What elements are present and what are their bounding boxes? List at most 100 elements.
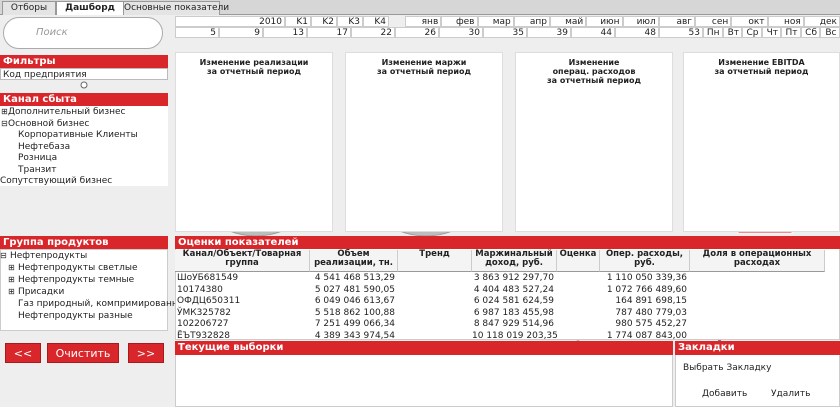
cell-value: 1 774 087 843,00 <box>606 330 687 341</box>
selections-header: Текущие выборки <box>175 341 673 355</box>
column-header[interactable]: Опер. расходы, руб. <box>600 250 690 272</box>
weekday-cell[interactable]: Вт <box>722 27 742 38</box>
filter-field[interactable]: Код предприятия <box>0 68 168 80</box>
week-cell[interactable]: 30 <box>439 27 483 38</box>
bookmark-add[interactable]: Добавить <box>702 389 748 399</box>
row-name[interactable]: 102206727 <box>177 319 229 329</box>
row-name[interactable]: ЎМК325782 <box>177 307 231 318</box>
gauge-title: операц. расходов <box>552 67 636 76</box>
channel-item[interactable]: Сопутствующий бизнес <box>0 176 113 186</box>
tree-toggle[interactable]: ⊞ <box>1 107 8 116</box>
button[interactable]: >> <box>128 343 164 363</box>
column-header[interactable]: Маржинальный доход, руб. <box>472 250 557 272</box>
gauge-title: за отчетный период <box>714 67 809 76</box>
products-header: Группа продуктов <box>0 236 168 249</box>
week-cell[interactable]: 44 <box>571 27 615 38</box>
button[interactable]: << <box>5 343 41 363</box>
row-name[interactable]: ЁЪТ932828 <box>177 330 231 341</box>
cell-value: 4 389 343 974,54 <box>314 330 395 341</box>
tree-toggle[interactable]: ⊞ <box>8 275 15 284</box>
row-name[interactable]: ШоУБ681549 <box>177 273 239 283</box>
product-item[interactable]: Нефтепродукты светлые <box>18 263 138 273</box>
product-item[interactable]: Нефтепродукты темные <box>18 275 135 285</box>
gauge-title: Изменение реализации <box>199 58 309 67</box>
product-item[interactable]: Газ природный, компримированный <box>18 299 191 309</box>
gauge-title: Изменение EBITDA <box>718 58 805 67</box>
tree-toggle[interactable]: ⊞ <box>8 263 15 272</box>
row-name[interactable]: 10174380 <box>177 284 223 295</box>
month-cell[interactable]: ноя <box>767 16 804 27</box>
channel-item[interactable]: Основной бизнес <box>8 118 90 129</box>
month-cell[interactable]: июн <box>586 16 623 27</box>
gauge-title: за отчетный период <box>377 67 471 76</box>
button[interactable]: Очистить <box>47 343 119 363</box>
product-item[interactable]: Нефтепродукты <box>10 251 88 261</box>
cell-value: 10 118 019 203,35 <box>472 330 558 341</box>
cell-value: 7 251 499 066,34 <box>314 319 395 329</box>
week-cell[interactable]: 17 <box>307 27 351 38</box>
tree-toggle[interactable]: ⊞ <box>8 287 15 296</box>
month-cell[interactable]: авг <box>658 16 695 27</box>
weekday-cell[interactable]: Ср <box>742 27 762 38</box>
quarter-cell[interactable]: K1 <box>285 16 311 27</box>
month-cell[interactable]: окт <box>731 16 768 27</box>
column-header[interactable]: Тренд <box>398 250 472 272</box>
weekday-cell[interactable]: Чт <box>761 27 781 38</box>
gauge-panel <box>683 52 840 232</box>
month-cell[interactable]: фев <box>441 16 478 27</box>
product-item[interactable]: Нефтепродукты разные <box>18 311 133 321</box>
week-cell[interactable]: 53 <box>659 27 703 38</box>
column-header[interactable]: Доля в операционных расходах <box>690 250 825 272</box>
month-cell[interactable]: июл <box>622 16 659 27</box>
channel-item[interactable]: Розница <box>18 153 58 163</box>
month-cell[interactable]: дек <box>803 16 840 27</box>
tab[interactable]: Дашборд <box>56 1 124 15</box>
month-cell[interactable]: май <box>550 16 587 27</box>
cell-value: 6 024 581 624,59 <box>473 296 554 306</box>
gauge-title: за отчетный период <box>207 67 301 76</box>
gauge-title: Изменение <box>568 58 620 67</box>
week-cell[interactable]: 26 <box>395 27 439 38</box>
weekday-cell[interactable]: Пн <box>703 27 723 38</box>
weekday-cell[interactable]: Вс <box>820 27 840 38</box>
week-cell[interactable]: 5 <box>175 27 219 38</box>
month-cell[interactable]: янв <box>405 16 442 27</box>
week-cell[interactable]: 39 <box>527 27 571 38</box>
channel-item[interactable]: Транзит <box>18 164 57 175</box>
tab[interactable]: Отборы <box>2 1 56 15</box>
gauge-panel <box>345 52 503 232</box>
quarter-cell[interactable]: K3 <box>337 16 363 27</box>
quarter-cell[interactable]: K4 <box>363 16 389 27</box>
tab[interactable]: Основные показатели <box>123 1 230 15</box>
column-header[interactable]: Оценка <box>557 250 600 272</box>
channel-item[interactable]: Корпоративные Клиенты <box>18 130 138 140</box>
channel-item[interactable]: Нефтебаза <box>18 141 71 152</box>
column-header[interactable]: Канал/Объект/Товарная группа <box>175 250 310 272</box>
channel-item[interactable]: Дополнительный бизнес <box>8 107 126 117</box>
week-cell[interactable]: 13 <box>263 27 307 38</box>
column-header[interactable]: Объем реализации, тн. <box>310 250 398 272</box>
weekday-cell[interactable]: Пт <box>781 27 801 38</box>
week-cell[interactable]: 9 <box>219 27 263 38</box>
cell-value: 5 518 862 100,88 <box>314 307 395 318</box>
product-item[interactable]: Присадки <box>18 287 65 297</box>
month-cell[interactable]: мар <box>477 16 514 27</box>
search-box[interactable]: Поиск <box>3 17 163 49</box>
week-cell[interactable]: 48 <box>615 27 659 38</box>
month-cell[interactable]: апр <box>513 16 550 27</box>
week-cell[interactable]: 22 <box>351 27 395 38</box>
quarter-cell[interactable]: K2 <box>311 16 337 27</box>
tree-toggle[interactable]: ⊟ <box>1 118 8 128</box>
search-placeholder: Поиск <box>36 27 68 38</box>
year-cell[interactable]: 2010 <box>175 16 285 27</box>
cell-value: 4 404 483 527,24 <box>473 284 554 295</box>
bookmark-remove[interactable]: Удалить <box>771 389 811 399</box>
weekday-cell[interactable]: Сб <box>800 27 820 38</box>
bookmark-select[interactable]: Выбрать Закладку <box>683 363 772 373</box>
row-name[interactable]: ОФДЦ650311 <box>177 296 241 306</box>
tree-toggle[interactable]: ⊟ <box>0 251 7 260</box>
cell-value: 8 847 929 514,96 <box>473 319 554 329</box>
week-cell[interactable]: 35 <box>483 27 527 38</box>
month-cell[interactable]: сен <box>695 16 732 27</box>
